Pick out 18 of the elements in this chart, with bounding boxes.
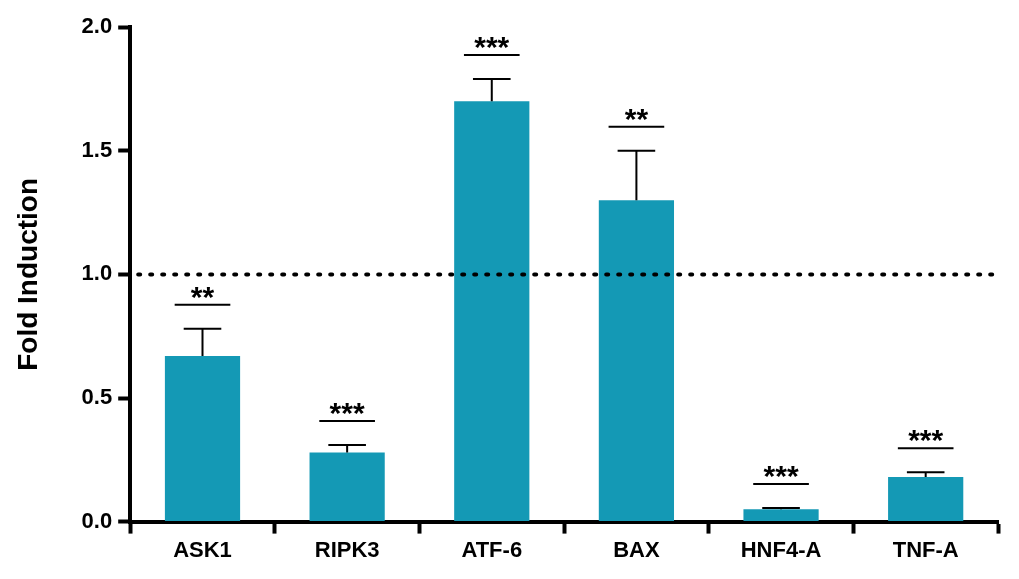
y-tick-label: 0.0: [81, 507, 113, 533]
y-tick-label: 1.0: [81, 260, 113, 286]
annotation: **: [190, 279, 215, 313]
x-tick-label: TNF-A: [892, 536, 959, 562]
x-tick-label: HNF4-A: [740, 536, 822, 562]
y-tick-label: 1.5: [81, 136, 113, 162]
annotation: ***: [763, 459, 799, 492]
annotation: ***: [908, 423, 944, 457]
annotation: ***: [329, 395, 365, 429]
y-tick-label: 0.5: [81, 384, 113, 410]
x-tick-label: ATF-6: [461, 536, 523, 562]
x-tick-label: RIPK3: [314, 536, 380, 562]
y-axis-title: Fold Induction: [11, 177, 43, 371]
annotation: **: [624, 101, 649, 135]
annotation: ***: [474, 30, 510, 64]
y-tick-label: 2.0: [81, 13, 113, 39]
x-tick-label: BAX: [613, 536, 660, 562]
x-tick-label: ASK1: [173, 536, 232, 562]
